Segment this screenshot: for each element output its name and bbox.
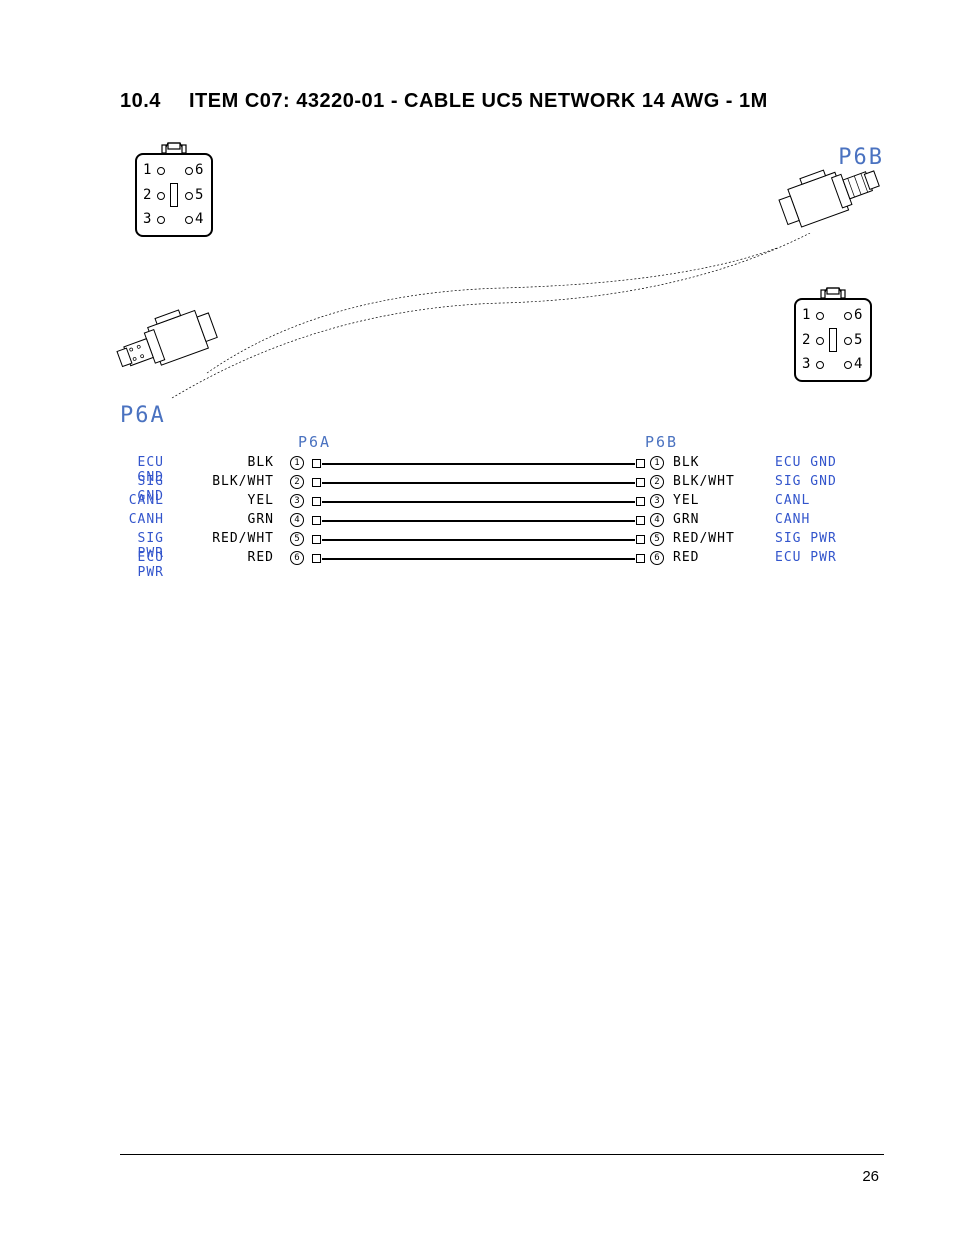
wire-line bbox=[322, 520, 635, 522]
pin-label: 3 bbox=[143, 211, 151, 227]
wire-color-left: BLK/WHT bbox=[212, 474, 274, 489]
pin-number-left: 4 bbox=[290, 513, 304, 527]
signal-right: SIG GND bbox=[775, 474, 837, 489]
heading-number: 10.4 bbox=[120, 90, 161, 113]
pinout-row: ECU PWRRED66REDECU PWR bbox=[120, 550, 884, 568]
wire-color-left: YEL bbox=[248, 493, 274, 508]
pin-circle bbox=[157, 216, 165, 224]
wire-color-right: RED bbox=[673, 550, 699, 565]
pin-label: 2 bbox=[143, 187, 151, 203]
signal-right: SIG PWR bbox=[775, 531, 837, 546]
pinout-row: CANH GRN 4 4 GRN CANH bbox=[120, 512, 884, 530]
pin-label: 6 bbox=[854, 307, 862, 323]
pin-number-right: 2 bbox=[650, 475, 664, 489]
pin-square-left bbox=[312, 478, 321, 487]
pin-square-right bbox=[636, 459, 645, 468]
pin-square-left bbox=[312, 535, 321, 544]
pin-number-left: 1 bbox=[290, 456, 304, 470]
pin-label: 2 bbox=[802, 332, 810, 348]
pinout-header-p6a: P6A bbox=[298, 433, 331, 451]
pinout-row: SIG PWRRED/WHT55RED/WHTSIG PWR bbox=[120, 531, 884, 549]
connector-face-p6b: 1 2 3 6 5 4 bbox=[794, 298, 872, 382]
p6b-plug-icon bbox=[769, 158, 889, 243]
wire-color-left: RED bbox=[248, 550, 274, 565]
pin-circle bbox=[844, 361, 852, 369]
pinout-row: SIG GNDBLK/WHT22BLK/WHTSIG GND bbox=[120, 474, 884, 492]
pin-square-right bbox=[636, 535, 645, 544]
pin-label: 5 bbox=[854, 332, 862, 348]
pin-number-left: 6 bbox=[290, 551, 304, 565]
p6a-label: P6A bbox=[120, 403, 166, 428]
center-marker bbox=[170, 183, 178, 207]
cable-diagram: P6B 1 2 3 6 5 4 bbox=[120, 148, 884, 598]
pin-circle bbox=[157, 192, 165, 200]
wire-color-right: BLK bbox=[673, 455, 699, 470]
clip-icon bbox=[813, 284, 853, 298]
pin-number-left: 5 bbox=[290, 532, 304, 546]
pin-square-right bbox=[636, 554, 645, 563]
wire-line bbox=[322, 482, 635, 484]
pin-square-left bbox=[312, 459, 321, 468]
pin-circle bbox=[185, 216, 193, 224]
page-number: 26 bbox=[862, 1168, 879, 1185]
pin-circle bbox=[157, 167, 165, 175]
pin-circle bbox=[816, 361, 824, 369]
wire-color-right: BLK/WHT bbox=[673, 474, 735, 489]
pin-label: 3 bbox=[802, 356, 810, 372]
wire-color-left: RED/WHT bbox=[212, 531, 274, 546]
pin-square-left bbox=[312, 497, 321, 506]
pin-number-right: 6 bbox=[650, 551, 664, 565]
pin-number-right: 5 bbox=[650, 532, 664, 546]
center-marker bbox=[829, 328, 837, 352]
pin-label: 5 bbox=[195, 187, 203, 203]
pin-number-left: 3 bbox=[290, 494, 304, 508]
wire-line bbox=[322, 558, 635, 560]
pinout-row: ECU GNDBLK11BLKECU GND bbox=[120, 455, 884, 473]
wire-color-left: GRN bbox=[248, 512, 274, 527]
wire-color-right: YEL bbox=[673, 493, 699, 508]
pin-square-right bbox=[636, 516, 645, 525]
pin-circle bbox=[844, 312, 852, 320]
signal-right: ECU GND bbox=[775, 455, 837, 470]
pin-label: 1 bbox=[143, 162, 151, 178]
section-heading: 10.4 ITEM C07: 43220-01 - CABLE UC5 NETW… bbox=[120, 90, 884, 113]
pin-label: 1 bbox=[802, 307, 810, 323]
footer-rule bbox=[120, 1154, 884, 1155]
clip-icon bbox=[154, 139, 194, 153]
signal-left: CANH bbox=[129, 512, 164, 527]
wire-color-left: BLK bbox=[248, 455, 274, 470]
pin-circle bbox=[844, 337, 852, 345]
pin-square-right bbox=[636, 497, 645, 506]
wire-line bbox=[322, 501, 635, 503]
pin-number-left: 2 bbox=[290, 475, 304, 489]
pin-circle bbox=[185, 192, 193, 200]
signal-right: CANH bbox=[775, 512, 810, 527]
pin-label: 6 bbox=[195, 162, 203, 178]
wire-line bbox=[322, 463, 635, 465]
pinout-header-p6b: P6B bbox=[645, 433, 678, 451]
pin-square-left bbox=[312, 554, 321, 563]
pinout-row: CANL YEL 3 3 YEL CANL bbox=[120, 493, 884, 511]
pin-circle bbox=[816, 337, 824, 345]
signal-right: ECU PWR bbox=[775, 550, 837, 565]
signal-right: CANL bbox=[775, 493, 810, 508]
p6a-plug-icon bbox=[110, 303, 230, 388]
signal-left: CANL bbox=[129, 493, 164, 508]
pin-number-right: 3 bbox=[650, 494, 664, 508]
cable-curve bbox=[120, 233, 884, 403]
connector-face-p6a: 1 2 3 6 5 4 bbox=[135, 153, 213, 237]
signal-left: ECU PWR bbox=[120, 550, 164, 580]
pin-circle bbox=[816, 312, 824, 320]
heading-text: ITEM C07: 43220-01 - CABLE UC5 NETWORK 1… bbox=[189, 90, 768, 112]
wire-line bbox=[322, 539, 635, 541]
pin-label: 4 bbox=[195, 211, 203, 227]
wire-color-right: GRN bbox=[673, 512, 699, 527]
pin-square-left bbox=[312, 516, 321, 525]
pin-number-right: 1 bbox=[650, 456, 664, 470]
pin-number-right: 4 bbox=[650, 513, 664, 527]
pin-label: 4 bbox=[854, 356, 862, 372]
pin-circle bbox=[185, 167, 193, 175]
pin-square-right bbox=[636, 478, 645, 487]
wire-color-right: RED/WHT bbox=[673, 531, 735, 546]
